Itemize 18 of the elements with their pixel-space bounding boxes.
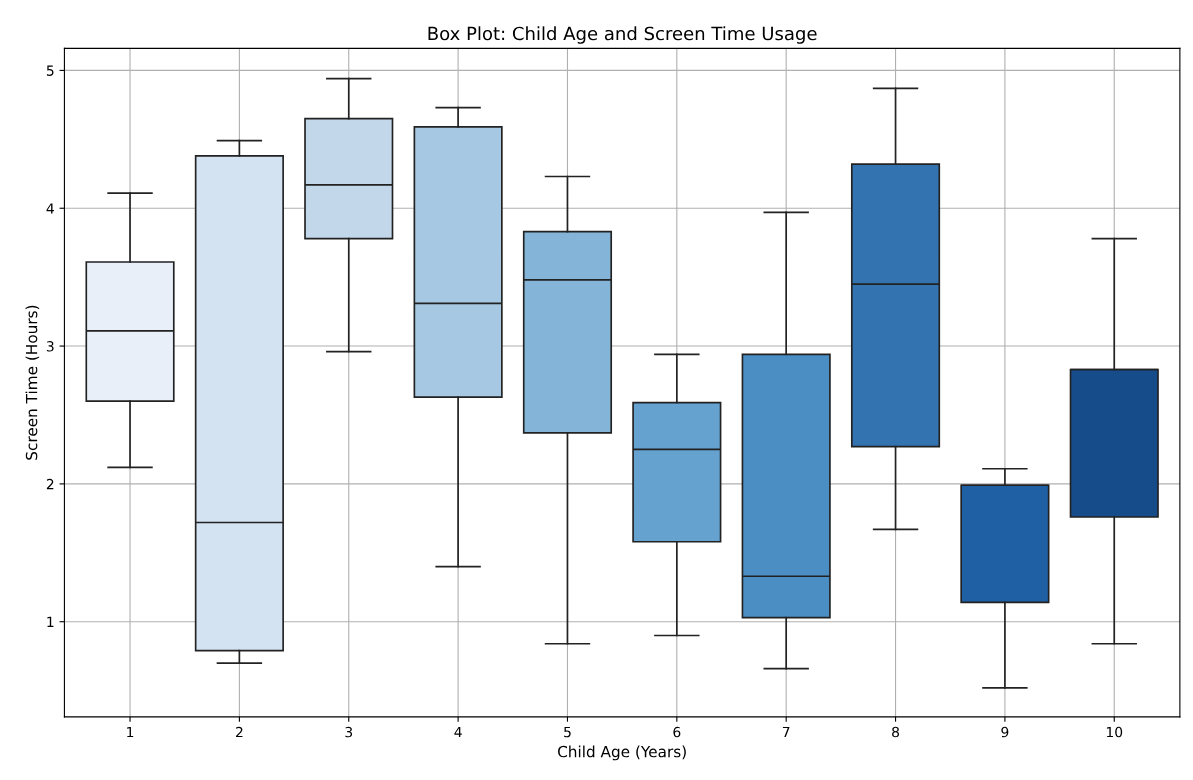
x-tick-label: 7 — [782, 726, 790, 738]
x-tick-label: 8 — [892, 726, 900, 738]
x-tick-label: 6 — [673, 726, 681, 738]
y-axis-title: Screen Time (Hours) — [25, 305, 40, 460]
y-tick-label: 3 — [46, 341, 54, 352]
x-tick-label: 3 — [345, 726, 353, 738]
y-tick-label: 4 — [46, 203, 54, 214]
x-tick-label: 5 — [564, 726, 571, 738]
x-tick-label: 2 — [235, 726, 243, 738]
x-tick-label: 9 — [1001, 726, 1009, 738]
x-tick-label: 4 — [454, 726, 462, 738]
y-tick-label: 1 — [47, 616, 54, 627]
y-tick-label: 5 — [46, 65, 54, 76]
x-tick-label: 1 — [127, 726, 134, 738]
chart-title: Box Plot: Child Age and Screen Time Usage — [428, 26, 817, 44]
y-tick-label: 2 — [46, 478, 54, 490]
x-tick-label: 10 — [1106, 726, 1123, 738]
x-axis-title: Child Age (Years) — [557, 745, 686, 761]
